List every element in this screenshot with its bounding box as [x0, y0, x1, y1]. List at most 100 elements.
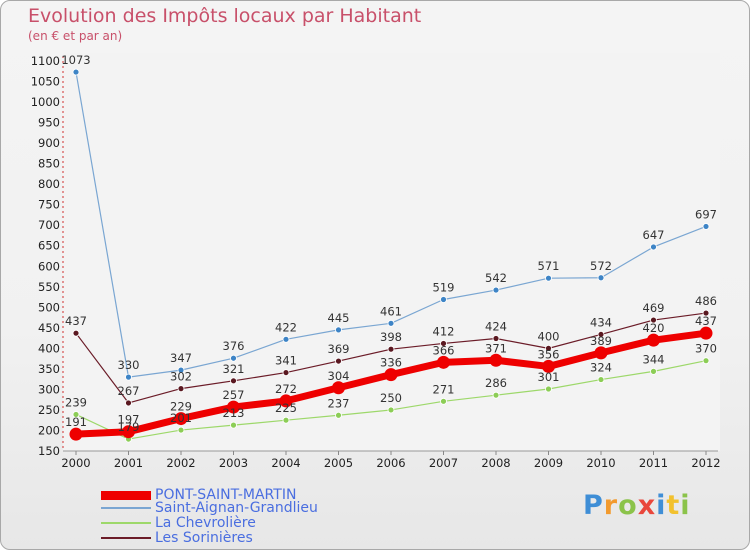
data-label-la-chevroliere: 179 — [118, 420, 140, 434]
data-label-la-chevroliere: 201 — [170, 411, 192, 425]
x-tick-label: 2007 — [429, 456, 458, 470]
legend-label: Saint-Aignan-Grandlieu — [155, 500, 318, 516]
data-label-les-sorinieres: 424 — [485, 320, 507, 334]
legend-swatch — [101, 537, 151, 539]
data-point-les-sorinieres — [650, 316, 657, 324]
data-label-les-sorinieres: 398 — [380, 330, 402, 344]
data-point-pont-saint-martin — [647, 333, 660, 347]
data-point-saint-aignan-grandlieu — [492, 286, 500, 294]
data-label-les-sorinieres: 321 — [223, 362, 245, 376]
data-point-la-chevroliere — [177, 426, 185, 434]
data-point-la-chevroliere — [597, 376, 605, 383]
data-point-les-sorinieres — [335, 357, 342, 365]
data-point-pont-saint-martin — [69, 427, 83, 441]
data-label-la-chevroliere: 301 — [538, 370, 560, 384]
data-label-pont-saint-martin: 304 — [328, 369, 350, 383]
data-point-les-sorinieres — [177, 385, 185, 393]
data-point-pont-saint-martin — [122, 425, 135, 439]
data-label-saint-aignan-grandlieu: 647 — [643, 228, 665, 242]
plot-area — [63, 53, 720, 451]
y-tick-label: 400 — [38, 341, 60, 355]
x-tick-label: 2001 — [114, 456, 143, 470]
data-label-saint-aignan-grandlieu: 330 — [118, 358, 140, 372]
data-label-les-sorinieres: 412 — [433, 324, 455, 338]
x-tick-label: 2004 — [271, 456, 300, 470]
data-point-la-chevroliere — [545, 385, 552, 393]
data-label-pont-saint-martin: 191 — [65, 415, 87, 429]
data-point-saint-aignan-grandlieu — [125, 373, 132, 381]
data-point-la-chevroliere — [702, 357, 710, 365]
data-label-saint-aignan-grandlieu: 422 — [275, 320, 297, 334]
data-label-pont-saint-martin: 272 — [275, 382, 297, 396]
data-point-les-sorinieres — [125, 399, 132, 407]
legend-item-la-chevroliere: La Chevrolière — [101, 515, 256, 531]
y-tick-label: 450 — [38, 321, 60, 335]
data-point-la-chevroliere — [335, 411, 342, 419]
data-point-saint-aignan-grandlieu — [282, 335, 290, 343]
data-point-la-chevroliere — [282, 416, 290, 424]
data-label-la-chevroliere: 225 — [275, 401, 297, 415]
data-label-pont-saint-martin: 229 — [170, 400, 192, 414]
data-label-pont-saint-martin: 389 — [590, 334, 612, 348]
data-point-saint-aignan-grandlieu — [387, 319, 395, 327]
data-label-la-chevroliere: 239 — [65, 395, 87, 409]
y-tick-label: 700 — [38, 218, 60, 232]
y-tick-label: 850 — [38, 157, 60, 171]
data-point-les-sorinieres — [282, 369, 290, 376]
y-tick-label: 1050 — [31, 75, 60, 89]
data-point-pont-saint-martin — [384, 368, 398, 382]
data-label-pont-saint-martin: 356 — [538, 347, 560, 361]
y-tick-label: 200 — [38, 423, 60, 437]
data-point-saint-aignan-grandlieu — [650, 243, 657, 251]
data-label-pont-saint-martin: 197 — [118, 413, 140, 427]
data-label-pont-saint-martin: 336 — [380, 356, 402, 370]
data-label-saint-aignan-grandlieu: 542 — [485, 271, 507, 285]
data-label-saint-aignan-grandlieu: 572 — [590, 259, 612, 273]
legend-label: La Chevrolière — [155, 515, 256, 531]
data-label-la-chevroliere: 250 — [380, 391, 402, 405]
proxiti-logo: Proxiti — [583, 490, 691, 521]
data-point-la-chevroliere — [387, 406, 395, 414]
data-point-pont-saint-martin — [279, 394, 293, 408]
x-tick-label: 2006 — [376, 456, 405, 470]
data-label-les-sorinieres: 437 — [65, 314, 87, 328]
data-label-la-chevroliere: 213 — [223, 406, 245, 420]
legend-item-pont-saint-martin: PONT-SAINT-MARTIN — [101, 487, 296, 503]
data-point-saint-aignan-grandlieu — [545, 274, 552, 282]
data-label-la-chevroliere: 370 — [695, 342, 717, 356]
y-tick-label: 600 — [38, 259, 60, 273]
data-label-les-sorinieres: 302 — [170, 370, 192, 384]
data-point-la-chevroliere — [492, 391, 500, 399]
data-point-saint-aignan-grandlieu — [702, 223, 710, 230]
y-tick-label: 150 — [38, 444, 60, 458]
x-tick-label: 2000 — [61, 456, 90, 470]
data-label-pont-saint-martin: 257 — [223, 388, 245, 402]
y-tick-label: 750 — [38, 198, 60, 212]
x-tick-label: 2011 — [639, 456, 668, 470]
data-label-la-chevroliere: 237 — [328, 396, 350, 410]
data-label-les-sorinieres: 400 — [538, 329, 560, 343]
data-point-pont-saint-martin — [174, 412, 188, 426]
x-tick-label: 2010 — [586, 456, 615, 470]
data-point-les-sorinieres — [440, 340, 447, 347]
x-tick-label: 2009 — [534, 456, 563, 470]
data-point-pont-saint-martin — [542, 359, 555, 373]
data-label-les-sorinieres: 341 — [275, 354, 297, 368]
data-point-saint-aignan-grandlieu — [597, 274, 605, 282]
x-tick-label: 2012 — [691, 456, 720, 470]
data-point-les-sorinieres — [387, 345, 395, 353]
data-label-pont-saint-martin: 437 — [695, 314, 717, 328]
legend-swatch — [101, 522, 151, 524]
x-tick-label: 2008 — [481, 456, 510, 470]
data-label-pont-saint-martin: 371 — [485, 341, 507, 355]
data-point-pont-saint-martin — [489, 353, 503, 367]
x-tick-label: 2003 — [219, 456, 248, 470]
chart-title: Evolution des Impôts locaux par Habitant — [28, 5, 422, 27]
data-point-pont-saint-martin — [594, 346, 608, 360]
data-point-saint-aignan-grandlieu — [177, 366, 185, 374]
legend-swatch — [101, 490, 151, 500]
y-tick-label: 950 — [38, 116, 60, 130]
data-label-saint-aignan-grandlieu: 376 — [223, 339, 245, 353]
data-label-saint-aignan-grandlieu: 461 — [380, 304, 402, 318]
